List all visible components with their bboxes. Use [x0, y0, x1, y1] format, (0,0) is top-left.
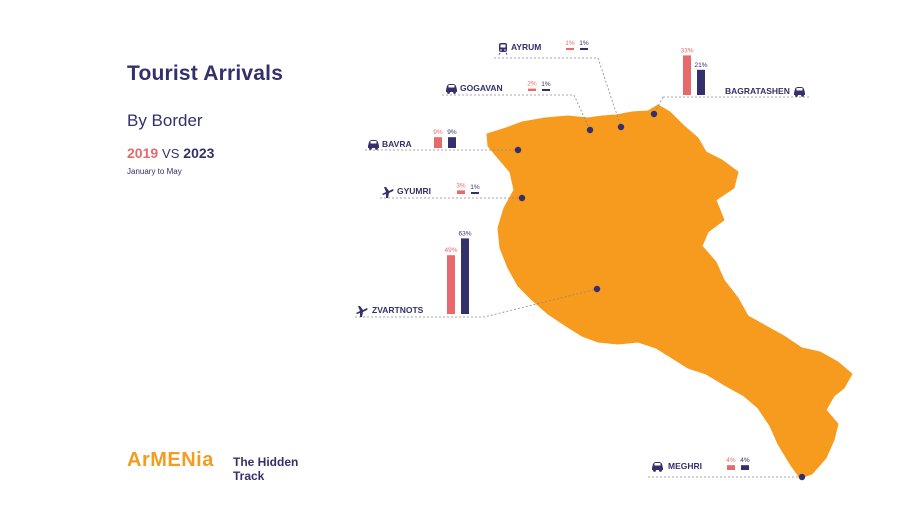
- bar-meghri-2019: [727, 465, 735, 470]
- bar-bagratashen-2023: [697, 69, 705, 95]
- bar-ayrum-2019: [566, 48, 574, 50]
- train-icon: [498, 43, 508, 55]
- bar-bavra-2019: [434, 137, 442, 148]
- data-label-bavra-2019: 9%: [433, 129, 443, 136]
- location-dot-zvartnots: [593, 285, 601, 293]
- location-dot-gogavan: [586, 126, 594, 134]
- data-label-ayrum-2023: 1%: [579, 40, 589, 47]
- border-label-meghri: MEGHRI: [668, 461, 702, 471]
- bar-bavra-2023: [448, 137, 456, 148]
- leader-line-bagratashen-2: [653, 96, 664, 115]
- car-icon: [368, 140, 379, 150]
- data-label-gogavan-2019: 2%: [527, 81, 537, 88]
- year-2019: 2019: [127, 145, 159, 161]
- year-comparison: 2019 VS 2023: [127, 145, 214, 161]
- armenia-map-shape: [486, 104, 853, 479]
- leader-line-ayrum: [494, 57, 622, 128]
- plane-icon: [382, 187, 394, 198]
- bar-gogavan-2023: [542, 89, 550, 91]
- bar-gyumri-2023: [471, 192, 479, 194]
- period-label: January to May: [127, 167, 182, 176]
- leader-line-gogavan: [442, 94, 591, 131]
- data-label-bavra-2023: 9%: [447, 129, 457, 136]
- leader-line-zvartnots: [355, 288, 598, 318]
- border-label-bavra: BAVRA: [382, 139, 412, 149]
- car-icon: [652, 462, 663, 472]
- border-label-bagratashen: BAGRATASHEN: [725, 86, 790, 96]
- year-vs: VS: [162, 146, 180, 161]
- border-label-gyumri: GYUMRI: [397, 186, 431, 196]
- page-title: Tourist Arrivals: [127, 62, 284, 85]
- data-label-zvartnots-2019: 49%: [444, 247, 457, 254]
- data-label-meghri-2023: 4%: [740, 457, 750, 464]
- armenia-logo: ArMENia: [127, 449, 214, 471]
- border-dots: [514, 110, 806, 481]
- border-label-gogavan: GOGAVAN: [460, 83, 503, 93]
- plane-icon: [356, 306, 368, 317]
- bar-meghri-2023: [741, 465, 749, 470]
- bar-zvartnots-2019: [447, 255, 455, 314]
- data-label-gogavan-2023: 1%: [541, 81, 551, 88]
- car-icon: [794, 87, 805, 97]
- bar-groups: 1% 1% 33% 21% 2% 1% 9% 9% 3% 1% 49% 63% 4% 4%: [433, 40, 750, 470]
- tagline-line-2: Track: [233, 469, 265, 483]
- data-label-meghri-2019: 4%: [726, 457, 736, 464]
- border-labels: AYRUM BAGRATASHEN GOGAVAN BAVRA GYUMRI ZVARTN…: [356, 42, 805, 472]
- bar-ayrum-2023: [580, 48, 588, 50]
- data-label-zvartnots-2023: 63%: [458, 230, 471, 237]
- data-label-bagratashen-2023: 21%: [694, 62, 707, 69]
- tagline-line-1: The Hidden: [233, 455, 299, 469]
- data-label-gyumri-2019: 3%: [456, 182, 466, 189]
- bar-zvartnots-2023: [461, 238, 469, 314]
- car-icon: [446, 84, 457, 94]
- location-dot-meghri: [798, 473, 806, 481]
- year-2023: 2023: [183, 145, 215, 161]
- location-dot-bagratashen: [650, 110, 658, 118]
- border-label-ayrum: AYRUM: [511, 42, 541, 52]
- bar-gogavan-2019: [528, 88, 536, 91]
- border-label-zvartnots: ZVARTNOTS: [372, 305, 424, 315]
- bar-gyumri-2019: [457, 190, 465, 194]
- location-dot-bavra: [514, 146, 522, 154]
- data-label-bagratashen-2019: 33%: [680, 47, 693, 54]
- location-dot-gyumri: [518, 194, 526, 202]
- data-label-gyumri-2023: 1%: [470, 184, 480, 191]
- brand-tagline: The Hidden Track: [233, 455, 298, 483]
- leader-lines: [355, 57, 810, 478]
- location-dot-ayrum: [617, 123, 625, 131]
- bar-bagratashen-2019: [683, 55, 691, 95]
- data-label-ayrum-2019: 1%: [565, 40, 575, 47]
- page-subtitle: By Border: [127, 111, 203, 130]
